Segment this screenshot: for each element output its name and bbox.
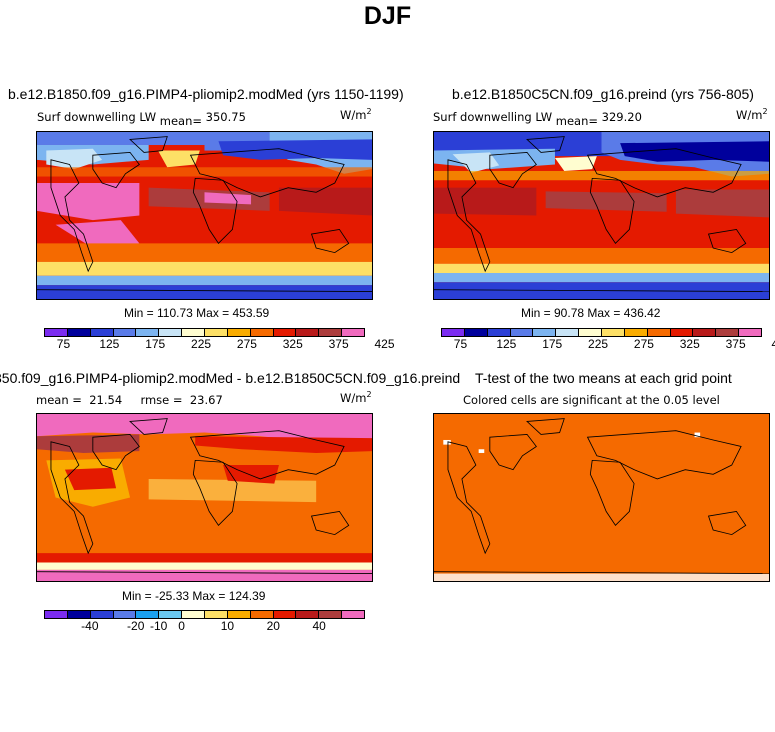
panel3-colorbar-swatch (112, 611, 136, 618)
panel1-colorbar-swatch (295, 329, 319, 336)
panel2-colorbar-tick-label: 175 (542, 337, 563, 351)
panel3-colorbar-swatch (249, 611, 273, 618)
panel3-units: W/m2 (340, 390, 372, 405)
panel2-map (433, 131, 770, 300)
panel1-minmax: Min = 110.73 Max = 453.59 (124, 306, 270, 320)
panel2-colorbar-swatch (646, 329, 670, 336)
panel2-colorbar-swatch (669, 329, 693, 336)
panel3-colorbar-swatch (295, 611, 319, 618)
panel1-colorbar-ticks: 75 125 175 225 275 325 375 425 (44, 337, 395, 353)
panel2-colorbar-swatch (601, 329, 624, 336)
panel4-subtitle: Colored cells are significant at the 0.0… (463, 393, 720, 407)
panel4-title: T-test of the two means at each grid poi… (475, 370, 732, 386)
panel1-colorbar-tick-label: 175 (145, 337, 166, 351)
panel3-colorbar-tick-label: 20 (266, 619, 280, 633)
panel2-colorbar-tick-label: 75 (453, 337, 468, 351)
panel1-colorbar-swatch (89, 329, 113, 336)
panel3-colorbar-swatch (272, 611, 296, 618)
panel3-colorbar-swatch (89, 611, 113, 618)
panel2-colorbar-swatch (738, 329, 762, 336)
panel2-variable: Surf downwelling LW mean= 329.20 (433, 110, 642, 128)
panel3-colorbar-ticks: -40 -20 -10 0 10 20 40 (44, 619, 365, 635)
panel2-colorbar-swatch (692, 329, 716, 336)
panel2-colorbar-swatch (555, 329, 579, 336)
panel1-map-svg (37, 132, 372, 299)
panel1-colorbar-swatch (112, 329, 136, 336)
panel3-colorbar-swatch (181, 611, 205, 618)
panel1-colorbar-swatch (181, 329, 205, 336)
panel1-title: b.e12.B1850.f09_g16.PIMP4-pliomip2.modMe… (8, 86, 404, 102)
panel2-colorbar-swatch (532, 329, 556, 336)
panel3-title: 350.f09_g16.PIMP4-pliomip2.modMed - b.e1… (0, 370, 461, 386)
panel3-colorbar-swatch (204, 611, 227, 618)
panel2-colorbar-swatch (623, 329, 647, 336)
panel1-colorbar-tick-label: 275 (236, 337, 257, 351)
panel2-units: W/m2 (736, 107, 768, 122)
panel2-colorbar-ticks: 75 125 175 225 275 325 375 425 (441, 337, 775, 353)
panel3-colorbar-swatch (135, 611, 159, 618)
panel3-colorbar-swatch (45, 611, 67, 618)
panel2-colorbar-tick-label: 375 (725, 337, 746, 351)
panel3-colorbar-tick-label: -40 (81, 619, 99, 633)
panel3-colorbar-swatch (226, 611, 250, 618)
panel2-colorbar-swatch (442, 329, 464, 336)
panel1-colorbar-swatch (66, 329, 90, 336)
panel1-colorbar-swatch (204, 329, 227, 336)
panel2-colorbar-tick-label: 225 (588, 337, 609, 351)
panel2-map-svg (434, 132, 769, 299)
panel2-colorbar-swatch (463, 329, 487, 336)
panel3-map (36, 413, 373, 582)
panel2-colorbar-swatch (715, 329, 739, 336)
panel1-colorbar-swatch (158, 329, 182, 336)
panel2-minmax: Min = 90.78 Max = 436.42 (521, 306, 661, 320)
panel2-colorbar-tick-label: 275 (633, 337, 654, 351)
panel3-colorbar (44, 610, 365, 619)
panel1-colorbar-swatch (318, 329, 342, 336)
panel1-colorbar-tick-label: 425 (374, 337, 395, 351)
panel1-colorbar-tick-label: 325 (282, 337, 303, 351)
panel2-colorbar-swatch (486, 329, 510, 336)
panel2-colorbar-swatch (509, 329, 533, 336)
panel3-colorbar-swatch (66, 611, 90, 618)
panel1-map (36, 131, 373, 300)
panel3-colorbar-swatch (341, 611, 365, 618)
panel2-colorbar-tick-label: 125 (496, 337, 517, 351)
panel2-colorbar (441, 328, 762, 337)
panel1-colorbar-tick-label: 125 (99, 337, 120, 351)
panel1-colorbar-swatch (45, 329, 67, 336)
panel4-map-svg (434, 414, 769, 581)
panel1-colorbar-swatch (272, 329, 296, 336)
panel2-colorbar-tick-label: 325 (679, 337, 700, 351)
panel1-colorbar-tick-label: 75 (56, 337, 71, 351)
panel3-colorbar-swatch (158, 611, 182, 618)
panel2-colorbar-tick-label: 425 (771, 337, 775, 351)
panel2-title: b.e12.B1850C5CN.f09_g16.preind (yrs 756-… (452, 86, 754, 102)
panel3-minmax: Min = -25.33 Max = 124.39 (122, 589, 266, 603)
panel3-stats: mean = 21.54 rmse = 23.67 (36, 393, 223, 407)
panel1-colorbar-swatch (135, 329, 159, 336)
panel1-colorbar-tick-label: 375 (328, 337, 349, 351)
panel1-colorbar-swatch (249, 329, 273, 336)
panel1-colorbar-swatch (226, 329, 250, 336)
panel1-units: W/m2 (340, 107, 372, 122)
panel3-map-svg (37, 414, 372, 581)
panel3-colorbar-swatch (318, 611, 342, 618)
panel1-colorbar-swatch (341, 329, 365, 336)
panel4-map (433, 413, 770, 582)
panel1-variable: Surf downwelling LW mean= 350.75 (37, 110, 246, 128)
panel3-colorbar-tick-label: 0 (178, 619, 185, 633)
panel3-colorbar-tick-label: -20 (127, 619, 145, 633)
panel3-colorbar-tick-label: 10 (220, 619, 235, 633)
page-title: DJF (363, 2, 412, 30)
panel2-colorbar-swatch (578, 329, 602, 336)
panel1-colorbar (44, 328, 365, 337)
panel1-colorbar-tick-label: 225 (191, 337, 212, 351)
panel3-colorbar-tick-label: -10 (149, 619, 168, 633)
panel3-colorbar-tick-label: 40 (312, 619, 326, 633)
